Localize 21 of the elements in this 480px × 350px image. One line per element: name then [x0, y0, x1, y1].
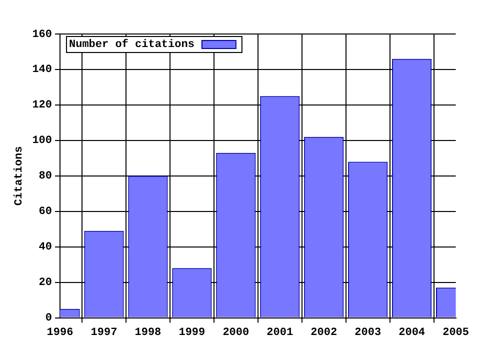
y-tick-label: 160 [32, 28, 52, 41]
x-tick-label: 2002 [310, 327, 338, 340]
x-tick-label: 2001 [266, 327, 294, 340]
x-tick-label: 1999 [178, 327, 206, 340]
x-tick-label: 2005 [442, 327, 470, 340]
y-axis-title: Citations [13, 146, 26, 206]
y-tick-label: 100 [32, 135, 52, 148]
x-tick-label: 1996 [46, 327, 74, 340]
x-tick-label: 1997 [90, 327, 118, 340]
y-tick-label: 60 [38, 206, 52, 218]
y-tick-label: 120 [32, 100, 52, 112]
y-tick-label: 0 [45, 312, 52, 325]
y-tick-label: 20 [38, 277, 52, 290]
legend-label: Number of citations [69, 38, 194, 51]
y-tick-label: 80 [38, 170, 52, 183]
x-tick-label: 2000 [222, 327, 250, 340]
y-tick-label: 140 [32, 64, 52, 76]
x-tick-label: 1998 [134, 327, 162, 340]
y-tick-label: 40 [38, 242, 52, 254]
x-tick-label: 2004 [398, 327, 426, 340]
x-tick-label: 2003 [354, 327, 382, 340]
